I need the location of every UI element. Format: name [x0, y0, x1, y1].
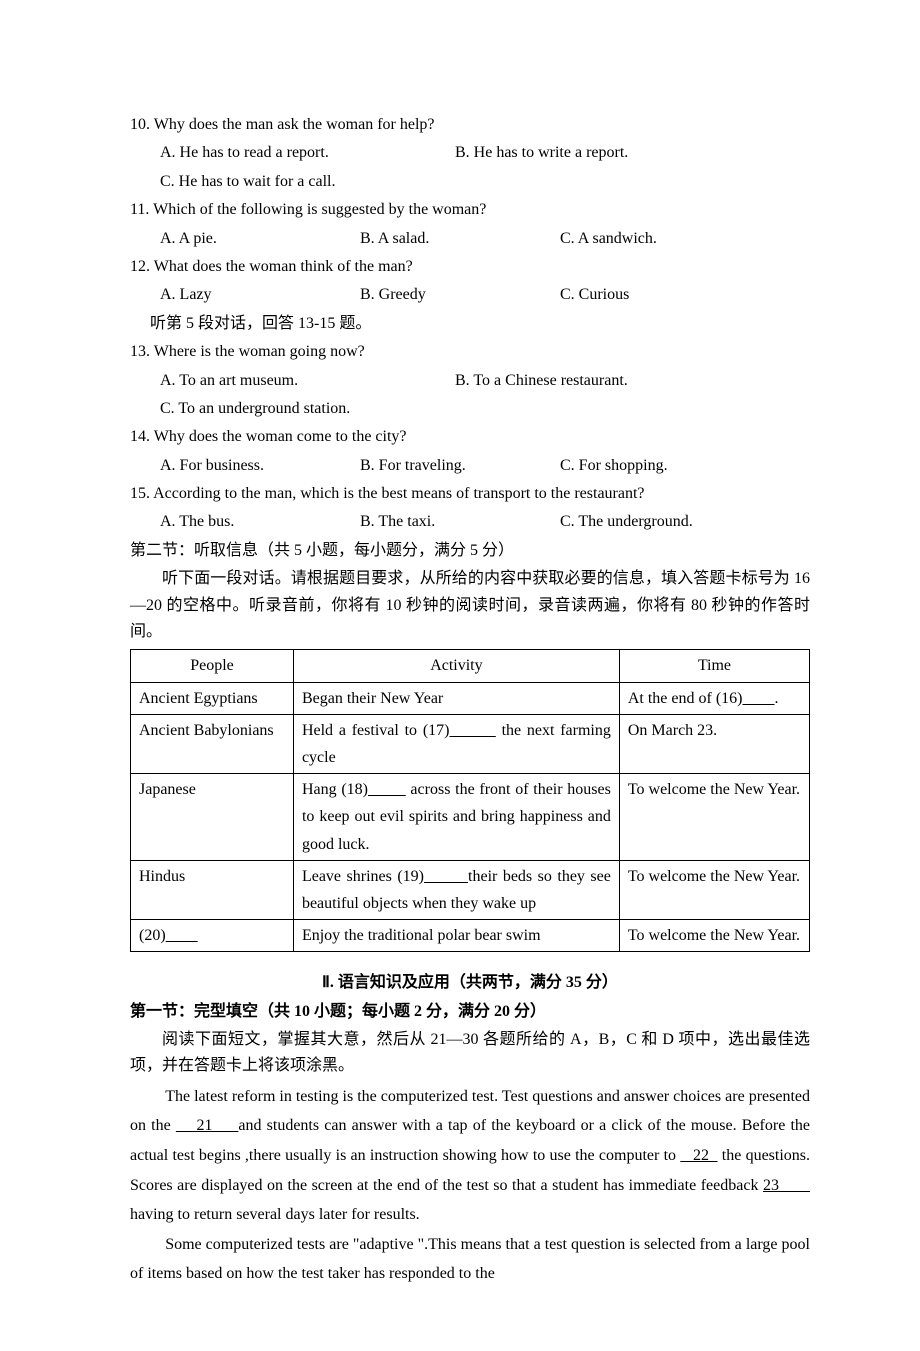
cell-time: To welcome the New Year. — [619, 920, 809, 952]
blank-23: 23 — [763, 1177, 810, 1194]
part2-instruction: 阅读下面短文，掌握其大意，然后从 21—30 各题所给的 A，B，C 和 D 项… — [130, 1027, 810, 1080]
cell-activity: Held a festival to (17) the next farming… — [293, 714, 619, 773]
table-row: Ancient BabyloniansHeld a festival to (1… — [131, 714, 810, 773]
table-header-time: Time — [619, 650, 809, 682]
cell-time: To welcome the New Year. — [619, 860, 809, 919]
option-c: C. He has to wait for a call. — [160, 169, 810, 195]
question-options: A. For business.B. For traveling.C. For … — [160, 453, 810, 479]
fill-blank — [424, 868, 468, 885]
option-c: C. For shopping. — [560, 453, 740, 479]
option-a: A. For business. — [160, 453, 360, 479]
option-a: A. The bus. — [160, 509, 360, 535]
option-c: C. Curious — [560, 282, 740, 308]
question-stem: 13. Where is the woman going now? — [130, 339, 810, 365]
option-c: C. The underground. — [560, 509, 740, 535]
fill-blank — [743, 690, 775, 707]
cell-time: To welcome the New Year. — [619, 774, 809, 861]
table-row: Ancient EgyptiansBegan their New YearAt … — [131, 682, 810, 714]
fill-blank — [166, 927, 198, 944]
option-b: B. Greedy — [360, 282, 560, 308]
table-header-activity: Activity — [293, 650, 619, 682]
table-row: (20) Enjoy the traditional polar bear sw… — [131, 920, 810, 952]
fill-blank — [450, 722, 496, 739]
cell-activity: Began their New Year — [293, 682, 619, 714]
option-c: C. To an underground station. — [160, 396, 810, 422]
question-options: A. A pie.B. A salad.C. A sandwich. — [160, 226, 810, 252]
blank-22: 22 — [680, 1147, 717, 1164]
section2-heading: 第二节：听取信息（共 5 小题，每小题分，满分 5 分） — [130, 538, 810, 564]
cell-activity: Enjoy the traditional polar bear swim — [293, 920, 619, 952]
table-header-people: People — [131, 650, 294, 682]
cell-people: Hindus — [131, 860, 294, 919]
cell-activity: Hang (18) across the front of their hous… — [293, 774, 619, 861]
question-options: A. The bus.B. The taxi.C. The undergroun… — [160, 509, 810, 535]
cell-activity: Leave shrines (19) their beds so they se… — [293, 860, 619, 919]
option-b: B. A salad. — [360, 226, 560, 252]
cell-people: (20) — [131, 920, 294, 952]
cloze-paragraph-1: The latest reform in testing is the comp… — [130, 1082, 810, 1230]
option-a: A. To an art museum. — [160, 368, 455, 394]
table-row: HindusLeave shrines (19) their beds so t… — [131, 860, 810, 919]
option-b: B. For traveling. — [360, 453, 560, 479]
question-stem: 10. Why does the man ask the woman for h… — [130, 112, 810, 138]
question-options: A. LazyB. GreedyC. Curious — [160, 282, 810, 308]
question-stem: 11. Which of the following is suggested … — [130, 197, 810, 223]
question-options: A. To an art museum.B. To a Chinese rest… — [160, 368, 810, 394]
table-header-row: People Activity Time — [131, 650, 810, 682]
option-a: A. A pie. — [160, 226, 360, 252]
question-stem: 15. According to the man, which is the b… — [130, 481, 810, 507]
cell-time: On March 23. — [619, 714, 809, 773]
listening-info-table: People Activity Time Ancient EgyptiansBe… — [130, 649, 810, 952]
fill-blank — [368, 781, 406, 798]
cell-time: At the end of (16) . — [619, 682, 809, 714]
question-stem: 12. What does the woman think of the man… — [130, 254, 810, 280]
option-b: B. He has to write a report. — [455, 140, 628, 166]
listening-note: 听第 5 段对话，回答 13-15 题。 — [150, 311, 810, 337]
option-a: A. Lazy — [160, 282, 360, 308]
table-row: JapaneseHang (18) across the front of th… — [131, 774, 810, 861]
question-options: A. He has to read a report.B. He has to … — [160, 140, 810, 166]
passage-text: having to return several days later for … — [130, 1206, 420, 1223]
option-a: A. He has to read a report. — [160, 140, 455, 166]
cell-people: Japanese — [131, 774, 294, 861]
option-b: B. The taxi. — [360, 509, 560, 535]
option-b: B. To a Chinese restaurant. — [455, 368, 628, 394]
part2-title: Ⅱ. 语言知识及应用（共两节，满分 35 分） — [130, 970, 810, 996]
part2-subtitle: 第一节：完型填空（共 10 小题；每小题 2 分，满分 20 分） — [130, 999, 810, 1025]
cloze-passage: The latest reform in testing is the comp… — [130, 1082, 810, 1289]
cell-people: Ancient Egyptians — [131, 682, 294, 714]
option-c: C. A sandwich. — [560, 226, 740, 252]
question-stem: 14. Why does the woman come to the city? — [130, 424, 810, 450]
blank-21: 21 — [176, 1117, 239, 1134]
section2-paragraph: 听下面一段对话。请根据题目要求，从所给的内容中获取必要的信息，填入答题卡标号为 … — [130, 566, 810, 645]
cloze-paragraph-2: Some computerized tests are "adaptive ".… — [130, 1230, 810, 1289]
cell-people: Ancient Babylonians — [131, 714, 294, 773]
